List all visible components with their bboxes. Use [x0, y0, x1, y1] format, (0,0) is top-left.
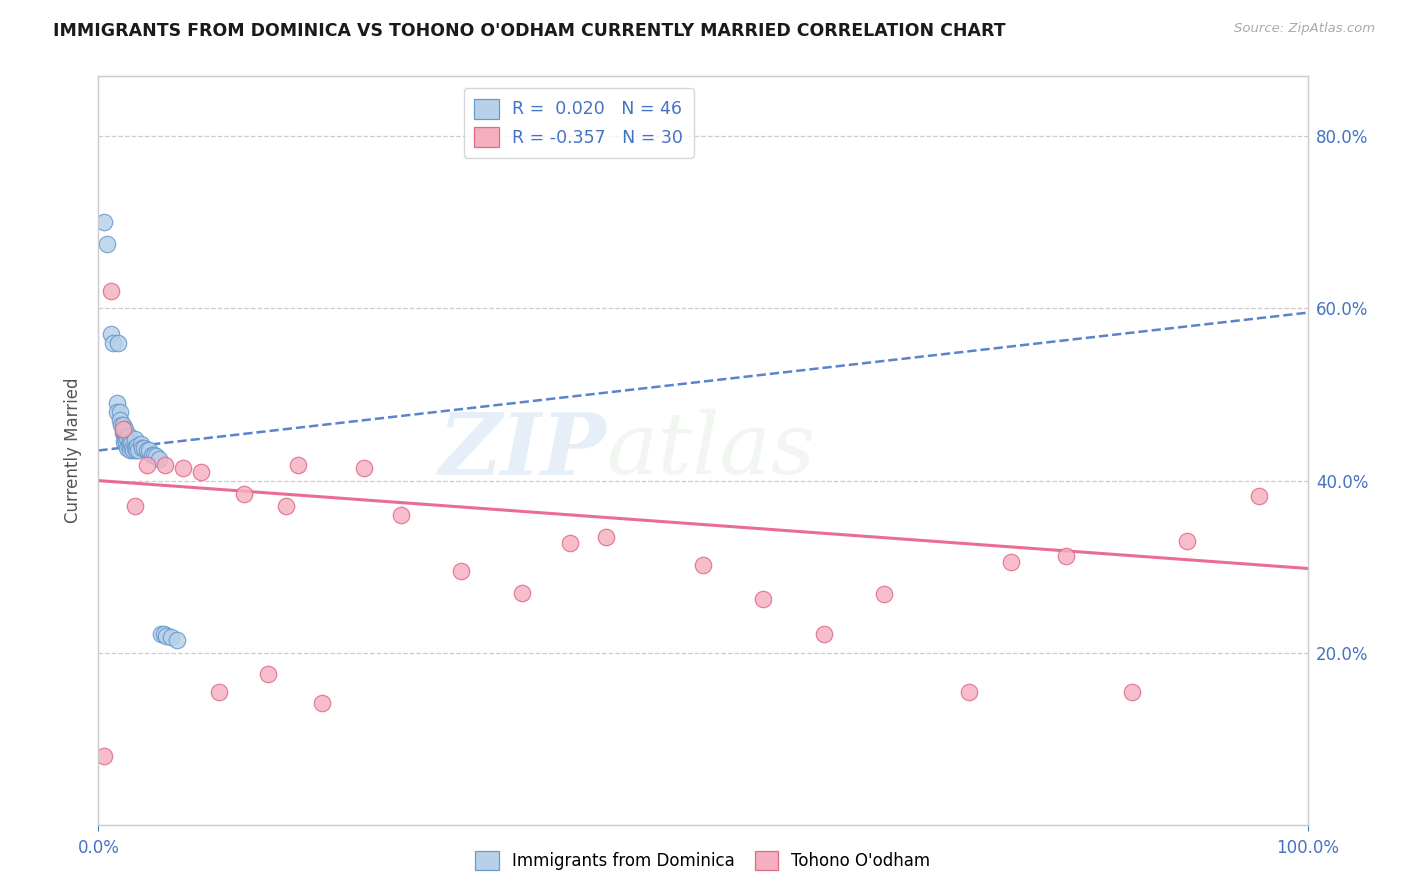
- Point: [135, 443, 157, 458]
- Point: [100, 327, 122, 342]
- Point: [152, 627, 174, 641]
- Point: [160, 631, 183, 645]
- Point: [93, 749, 115, 764]
- Text: IMMIGRANTS FROM DOMINICA VS TOHONO O'ODHAM CURRENTLY MARRIED CORRELATION CHART: IMMIGRANTS FROM DOMINICA VS TOHONO O'ODH…: [53, 22, 1007, 40]
- Point: [155, 629, 177, 643]
- Point: [110, 417, 132, 432]
- Point: [127, 439, 149, 453]
- Point: [353, 460, 375, 475]
- Point: [148, 452, 170, 467]
- Point: [287, 458, 309, 472]
- Point: [752, 592, 775, 607]
- Point: [125, 443, 148, 458]
- Point: [1175, 533, 1198, 548]
- Point: [124, 500, 146, 514]
- Point: [112, 434, 135, 449]
- Point: [117, 441, 139, 455]
- Point: [692, 558, 714, 572]
- Point: [957, 684, 980, 698]
- Point: [1121, 684, 1143, 698]
- Point: [138, 443, 160, 458]
- Point: [114, 432, 136, 446]
- Point: [118, 439, 141, 453]
- Point: [111, 426, 134, 441]
- Point: [131, 441, 153, 455]
- Point: [105, 396, 128, 410]
- Point: [256, 667, 278, 681]
- Point: [115, 429, 138, 443]
- Point: [595, 530, 617, 544]
- Point: [100, 284, 122, 298]
- Point: [118, 434, 141, 449]
- Point: [112, 426, 135, 441]
- Point: [311, 696, 333, 710]
- Point: [134, 441, 156, 455]
- Point: [124, 441, 146, 455]
- Point: [118, 443, 141, 458]
- Point: [124, 432, 146, 446]
- Point: [1249, 489, 1271, 503]
- Point: [141, 448, 163, 462]
- Point: [96, 236, 118, 251]
- Point: [111, 417, 134, 432]
- Text: Source: ZipAtlas.com: Source: ZipAtlas.com: [1234, 22, 1375, 36]
- Point: [121, 441, 143, 455]
- Point: [166, 632, 188, 647]
- Point: [172, 460, 194, 475]
- Point: [105, 405, 128, 419]
- Point: [108, 405, 131, 419]
- Text: ZIP: ZIP: [439, 409, 606, 492]
- Point: [93, 215, 115, 229]
- Point: [153, 458, 176, 472]
- Point: [450, 564, 472, 578]
- Legend: Immigrants from Dominica, Tohono O'odham: Immigrants from Dominica, Tohono O'odham: [468, 844, 938, 877]
- Point: [108, 413, 131, 427]
- Point: [232, 486, 254, 500]
- Point: [117, 431, 139, 445]
- Point: [111, 422, 134, 436]
- Point: [101, 335, 124, 350]
- Text: atlas: atlas: [606, 409, 815, 491]
- Point: [115, 437, 138, 451]
- Point: [190, 465, 212, 479]
- Point: [145, 450, 167, 464]
- Point: [107, 335, 129, 350]
- Point: [114, 422, 136, 436]
- Point: [873, 587, 896, 601]
- Point: [129, 437, 152, 451]
- Point: [143, 448, 166, 462]
- Point: [389, 508, 412, 522]
- Point: [1054, 549, 1077, 564]
- Point: [118, 429, 141, 443]
- Point: [274, 500, 297, 514]
- Point: [135, 458, 157, 472]
- Legend: R =  0.020   N = 46, R = -0.357   N = 30: R = 0.020 N = 46, R = -0.357 N = 30: [464, 88, 693, 158]
- Point: [208, 684, 231, 698]
- Point: [813, 627, 835, 641]
- Point: [122, 443, 145, 458]
- Point: [127, 443, 149, 458]
- Point: [120, 437, 142, 451]
- Y-axis label: Currently Married: Currently Married: [65, 377, 83, 524]
- Point: [510, 585, 533, 599]
- Point: [558, 535, 581, 549]
- Point: [1000, 556, 1022, 570]
- Point: [150, 627, 173, 641]
